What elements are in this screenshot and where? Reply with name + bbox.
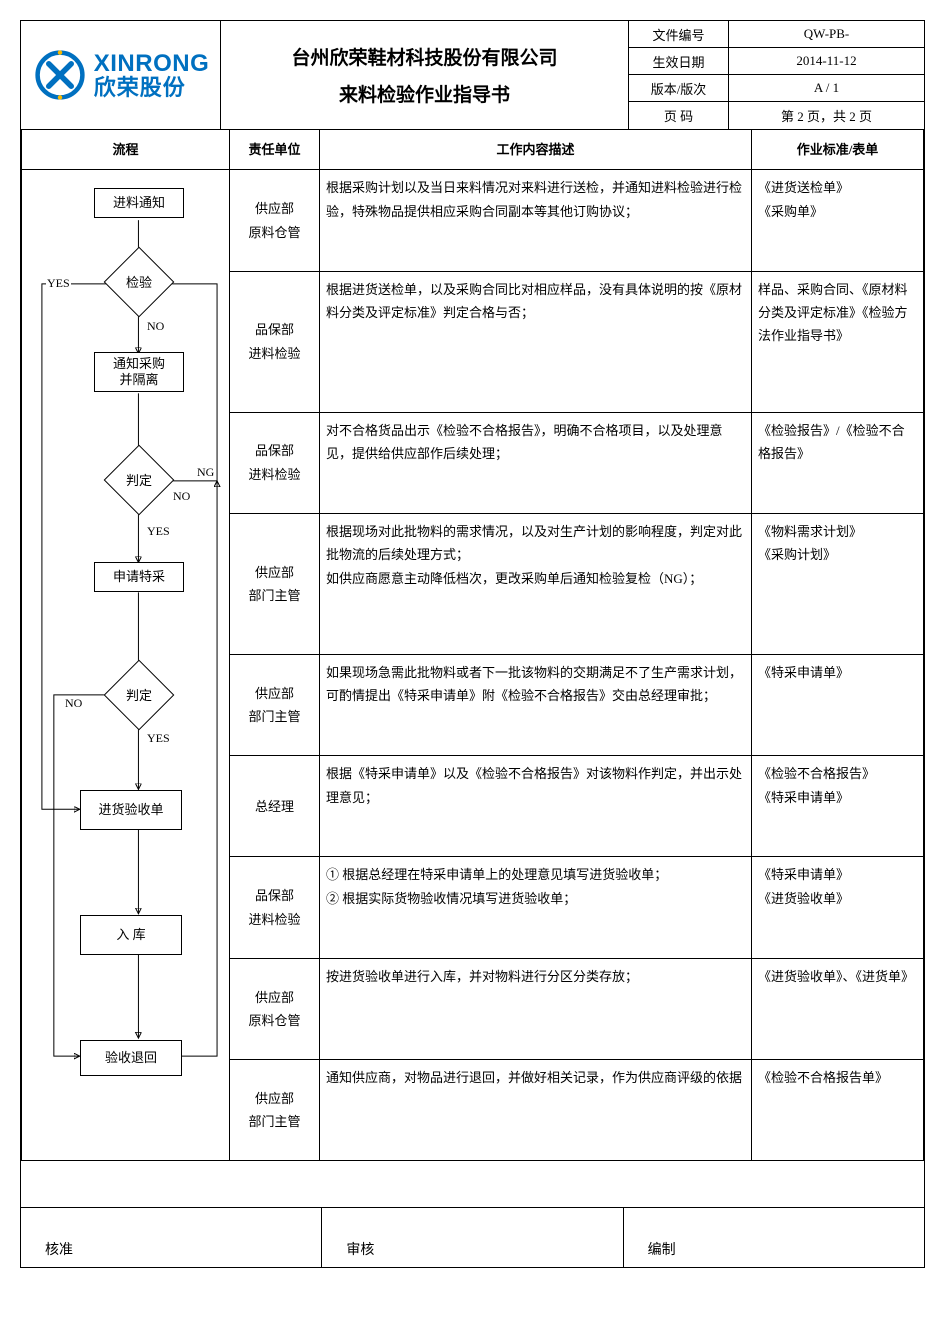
std-cell: 《检验报告》/《检验不合格报告》 [752,412,924,513]
std-cell: 样品、采购合同、《原材料分类及评定标准》《检验方法作业指导书》 [752,271,924,412]
flow-branch-label: NO [146,320,165,332]
sign-author: 编制 [624,1208,924,1267]
std-cell: 《物料需求计划》 《采购计划》 [752,513,924,654]
desc-cell: 如果现场急需此批物料或者下一批该物料的交期满足不了生产需求计划，可酌情提出《特采… [320,654,752,755]
meta-value: A / 1 [729,75,924,101]
meta-row: 文件编号QW-PB- [629,21,924,48]
flow-process-box: 进货验收单 [80,790,182,830]
dept-cell: 供应部 部门主管 [230,654,320,755]
flow-decision-diamond: 判定 [114,670,164,720]
meta-row: 生效日期2014-11-12 [629,48,924,75]
meta-row: 页 码第 2 页，共 2 页 [629,102,924,129]
std-cell: 《特采申请单》 [752,654,924,755]
desc-cell: 根据采购计划以及当日来料情况对来料进行送检，并通知进料检验进行检验，特殊物品提供… [320,170,752,271]
flow-branch-label: NO [64,697,83,709]
std-cell: 《检验不合格报告》 《特采申请单》 [752,756,924,857]
dept-cell: 品保部 进料检验 [230,271,320,412]
flow-branch-label: YES [146,525,171,537]
sign-review: 审核 [322,1208,623,1267]
flowchart-cell: 进料通知检验通知采购 并隔离判定申请特采判定进货验收单入 库验收退回YESNON… [22,170,230,1161]
flow-process-box: 通知采购 并隔离 [94,352,184,392]
std-cell: 《检验不合格报告单》 [752,1060,924,1161]
std-cell: 《特采申请单》 《进货验收单》 [752,857,924,958]
desc-cell: 根据现场对此批物料的需求情况，以及对生产计划的影响程度，判定对此批物流的后续处理… [320,513,752,654]
table-row: 进料通知检验通知采购 并隔离判定申请特采判定进货验收单入 库验收退回YESNON… [22,170,924,271]
desc-cell: 根据进货送检单，以及采购合同比对相应样品，没有具体说明的按《原材料分类及评定标准… [320,271,752,412]
desc-cell: ① 根据总经理在特采申请单上的处理意见填写进货验收单； ② 根据实际货物验收情况… [320,857,752,958]
meta-label: 生效日期 [629,48,729,74]
procedure-table: 流程 责任单位 工作内容描述 作业标准/表单 进料通知检验通知采购 并隔离判定申… [21,130,924,1161]
meta-label: 页 码 [629,102,729,129]
desc-cell: 根据《特采申请单》以及《检验不合格报告》对该物料作判定，并出示处理意见； [320,756,752,857]
xinrong-logo-icon [32,47,88,103]
meta-value: 第 2 页，共 2 页 [729,102,924,129]
meta-value: 2014-11-12 [729,48,924,74]
dept-cell: 总经理 [230,756,320,857]
flow-process-box: 验收退回 [80,1040,182,1076]
title-doc: 来料检验作业指导书 [339,80,510,107]
meta-value: QW-PB- [729,21,924,47]
logo-brand-en: XINRONG [94,51,210,76]
flow-branch-label: NO [172,490,191,502]
col-head-flow: 流程 [22,130,230,170]
meta-label: 版本/版次 [629,75,729,101]
col-head-dept: 责任单位 [230,130,320,170]
logo-brand-cn: 欣荣股份 [94,76,210,99]
flow-decision-diamond: 判定 [114,455,164,505]
dept-cell: 供应部 部门主管 [230,1060,320,1161]
flow-process-box: 进料通知 [94,188,184,218]
document-title: 台州欣荣鞋材科技股份有限公司 来料检验作业指导书 [221,21,629,129]
flow-process-box: 入 库 [80,915,182,955]
flow-branch-label: YES [146,732,171,744]
flow-decision-label: 判定 [114,670,164,720]
std-cell: 《进货送检单》 《采购单》 [752,170,924,271]
meta-row: 版本/版次A / 1 [629,75,924,102]
desc-cell: 对不合格货品出示《检验不合格报告》，明确不合格项目，以及处理意见，提供给供应部作… [320,412,752,513]
title-company: 台州欣荣鞋材科技股份有限公司 [291,43,557,70]
signature-row: 核准 审核 编制 [21,1207,924,1267]
logo-cell: XINRONG 欣荣股份 [21,21,221,129]
col-head-std: 作业标准/表单 [752,130,924,170]
dept-cell: 供应部 原料仓管 [230,170,320,271]
col-head-desc: 工作内容描述 [320,130,752,170]
flow-process-box: 申请特采 [94,562,184,592]
meta-label: 文件编号 [629,21,729,47]
sign-approve: 核准 [21,1208,322,1267]
flow-decision-diamond: 检验 [114,257,164,307]
dept-cell: 品保部 进料检验 [230,412,320,513]
flowchart-connectors [22,170,229,1160]
flow-decision-label: 判定 [114,455,164,505]
flow-branch-label: NG [196,466,215,478]
std-cell: 《进货验收单》、《进货单》 [752,958,924,1059]
meta-table: 文件编号QW-PB- 生效日期2014-11-12 版本/版次A / 1 页 码… [629,21,924,129]
dept-cell: 供应部 部门主管 [230,513,320,654]
dept-cell: 品保部 进料检验 [230,857,320,958]
flow-branch-label: YES [46,277,71,289]
document-header: XINRONG 欣荣股份 台州欣荣鞋材科技股份有限公司 来料检验作业指导书 文件… [21,21,924,130]
desc-cell: 通知供应商，对物品进行退回，并做好相关记录，作为供应商评级的依据 [320,1060,752,1161]
dept-cell: 供应部 原料仓管 [230,958,320,1059]
flow-decision-label: 检验 [114,257,164,307]
desc-cell: 按进货验收单进行入库，并对物料进行分区分类存放； [320,958,752,1059]
